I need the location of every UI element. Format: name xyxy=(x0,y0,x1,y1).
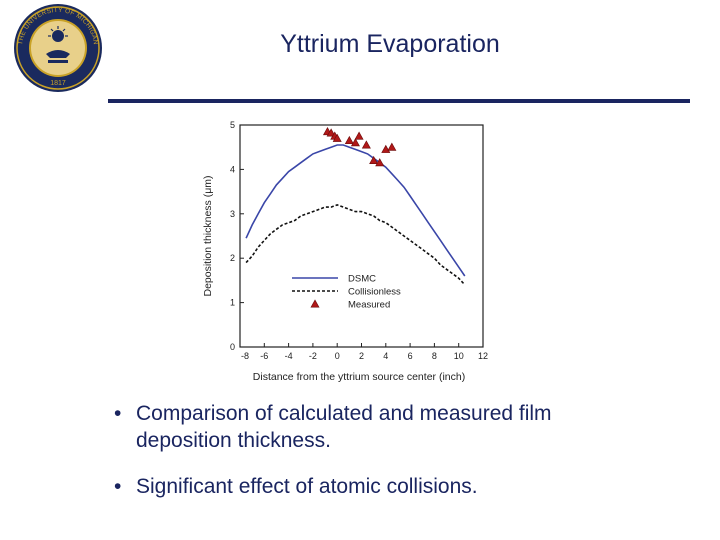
seal-year: 1817 xyxy=(50,80,66,87)
seal-sun-icon xyxy=(48,26,68,42)
x-tick-label: 12 xyxy=(478,351,488,361)
legend-label: Measured xyxy=(348,300,390,311)
x-tick-label: 0 xyxy=(335,351,340,361)
bullet-dot-icon: • xyxy=(114,402,122,425)
y-tick-label: 5 xyxy=(230,120,235,130)
x-tick-label: 4 xyxy=(383,351,388,361)
chart-legend: DSMC Collisionless Measured xyxy=(292,274,401,311)
measured-point xyxy=(350,138,360,147)
y-tick-label: 0 xyxy=(230,342,235,352)
bullet-text: Significant effect of atomic collisions. xyxy=(136,475,478,498)
slide-title: Yttrium Evaporation xyxy=(280,30,500,58)
y-tick-label: 3 xyxy=(230,209,235,219)
seal-inner-field xyxy=(31,21,85,75)
bullet-item: • Significant effect of atomic collision… xyxy=(112,473,652,500)
x-tick-label: 6 xyxy=(408,351,413,361)
x-tick-label: -2 xyxy=(309,351,317,361)
university-seal-logo: 1817 THE UNIVERSITY OF MICHIGAN xyxy=(14,4,102,92)
measured-point xyxy=(369,155,379,165)
measured-point xyxy=(332,133,342,142)
x-tick-label: 10 xyxy=(454,351,464,361)
collisionless-line xyxy=(245,204,466,286)
bullet-list: • Comparison of calculated and measured … xyxy=(112,400,652,519)
x-tick-label: -8 xyxy=(241,351,249,361)
measured-point xyxy=(375,158,385,167)
measured-point xyxy=(381,144,391,153)
y-tick-label: 4 xyxy=(230,164,235,174)
seal-lamp-icon xyxy=(46,50,70,58)
y-tick-label: 2 xyxy=(230,253,235,263)
legend-label: DSMC xyxy=(348,274,376,285)
x-axis-label: Distance from the yttrium source center … xyxy=(253,371,465,383)
measured-point xyxy=(387,142,397,151)
dsmc-line xyxy=(245,144,466,277)
bullet-item: • Comparison of calculated and measured … xyxy=(112,400,652,454)
bullet-text: Comparison of calculated and measured fi… xyxy=(136,402,552,452)
legend-marker xyxy=(310,299,320,308)
measured-point xyxy=(344,135,354,145)
measured-point xyxy=(354,131,364,140)
measured-point xyxy=(361,140,371,149)
x-tick-label: 8 xyxy=(432,351,437,361)
legend-label: Collisionless xyxy=(348,287,401,298)
title-divider xyxy=(108,99,690,103)
seal-gold-ring xyxy=(16,6,100,90)
plot-frame xyxy=(239,124,484,348)
bullet-dot-icon: • xyxy=(114,475,122,498)
y-tick-label: 1 xyxy=(230,298,235,308)
y-axis-label: Deposition thickness (μm) xyxy=(202,175,214,296)
seal-book-icon xyxy=(48,60,68,63)
series-layer xyxy=(245,127,466,286)
x-tick-label: -4 xyxy=(285,351,293,361)
x-tick-label: -6 xyxy=(260,351,268,361)
x-tick-label: 2 xyxy=(359,351,364,361)
measured-point xyxy=(326,128,336,137)
